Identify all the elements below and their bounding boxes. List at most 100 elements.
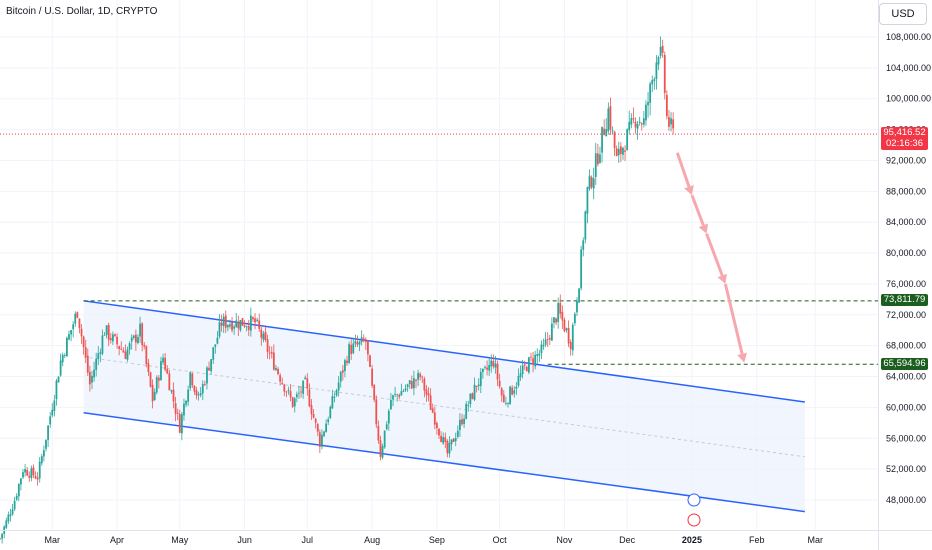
candle-body <box>245 326 248 328</box>
price-axis-label: 76,000.00 <box>886 279 926 289</box>
candle-body <box>122 350 125 353</box>
candle-body <box>626 129 629 151</box>
candle-body <box>507 403 509 404</box>
flag-marker-icon <box>687 513 701 527</box>
time-axis-label: Mar <box>808 535 824 545</box>
candle-body <box>540 344 543 354</box>
candle-body <box>53 400 56 412</box>
candle-body <box>47 425 49 440</box>
candle-body <box>176 412 179 414</box>
candle-body <box>609 106 612 130</box>
candle-body <box>191 373 194 386</box>
candle-body <box>542 345 545 347</box>
candle-body <box>594 153 597 177</box>
candle-body <box>369 355 371 367</box>
candle-body <box>287 389 290 391</box>
projection-arrow-shaft <box>705 233 724 277</box>
chart-title: Bitcoin / U.S. Dollar, 1D, CRYPTO <box>6 6 158 17</box>
candle-body <box>210 359 213 372</box>
candle-body <box>477 384 480 387</box>
candle-body <box>465 403 468 419</box>
candle-body <box>258 320 261 329</box>
candle-body <box>661 45 664 53</box>
candle-body <box>371 368 374 386</box>
channel-lower-line <box>83 412 805 513</box>
candle-body <box>323 431 325 437</box>
candle-body <box>484 366 486 368</box>
candle-body <box>139 323 141 337</box>
candle-body <box>321 434 323 447</box>
candle-body <box>289 391 292 398</box>
time-axis-label: Apr <box>110 535 124 545</box>
candle-body <box>517 376 520 386</box>
candle-body <box>279 375 282 382</box>
candle-body <box>461 419 463 425</box>
candle-body <box>239 320 242 331</box>
candle-body <box>479 371 482 386</box>
candle-body <box>482 368 484 373</box>
candle-body <box>118 346 121 349</box>
candle-body <box>193 385 196 392</box>
candle-body <box>268 352 271 354</box>
candle-body <box>218 322 221 337</box>
candle-body <box>396 394 399 396</box>
time-axis-label: Feb <box>749 535 765 545</box>
candle-body <box>590 177 593 188</box>
projection-arrow-shaft <box>675 152 691 188</box>
candle-body <box>1 533 3 539</box>
candle-body <box>222 316 225 326</box>
support-price-tag: 65,594.96 <box>881 358 928 370</box>
candle-body <box>120 348 123 350</box>
candle-body <box>231 322 233 331</box>
candle-body <box>555 318 557 323</box>
candle-body <box>417 372 419 380</box>
candle-body <box>283 384 286 392</box>
candle-body <box>180 414 183 434</box>
candle-body <box>9 514 12 516</box>
candle-body <box>160 361 162 381</box>
candle-body <box>390 399 392 410</box>
candle-body <box>51 409 54 416</box>
candle-body <box>471 393 474 399</box>
candle-body <box>270 352 273 354</box>
candle-body <box>638 121 641 123</box>
candle-body <box>84 347 87 358</box>
candle-body <box>76 312 79 318</box>
candle-body <box>615 148 618 157</box>
candle-body <box>164 357 167 370</box>
candle-body <box>642 118 645 125</box>
candle-body <box>611 130 614 132</box>
candle-body <box>70 330 72 335</box>
candle-body <box>13 500 16 510</box>
candle-body <box>28 475 31 478</box>
candle-body <box>475 385 478 388</box>
currency-button[interactable]: USD <box>879 3 927 25</box>
price-axis-label: 84,000.00 <box>886 217 926 227</box>
candle-body <box>550 323 553 341</box>
candle-body <box>640 123 643 125</box>
candle-body <box>561 311 564 321</box>
projection-arrow-head <box>698 223 709 234</box>
candle-body <box>496 363 499 380</box>
time-axis-label: Mar <box>45 535 61 545</box>
candle-body <box>197 394 200 396</box>
candle-body <box>392 395 394 400</box>
candle-body <box>298 392 300 394</box>
candle-body <box>134 334 137 343</box>
candle-body <box>352 343 355 354</box>
candle-body <box>107 324 110 340</box>
candle-body <box>444 437 447 442</box>
candle-body <box>57 376 60 383</box>
current-price-value: 95,416.52 <box>883 127 926 138</box>
candle-body <box>565 328 568 331</box>
candle-body <box>467 405 470 406</box>
candle-body <box>348 344 351 363</box>
candle-body <box>668 116 670 127</box>
candle-body <box>214 344 217 348</box>
candle-body <box>185 400 187 405</box>
candle-body <box>622 147 624 155</box>
candle-body <box>659 46 662 56</box>
candle-body <box>360 337 363 342</box>
price-axis-label: 100,000.00 <box>886 94 931 104</box>
